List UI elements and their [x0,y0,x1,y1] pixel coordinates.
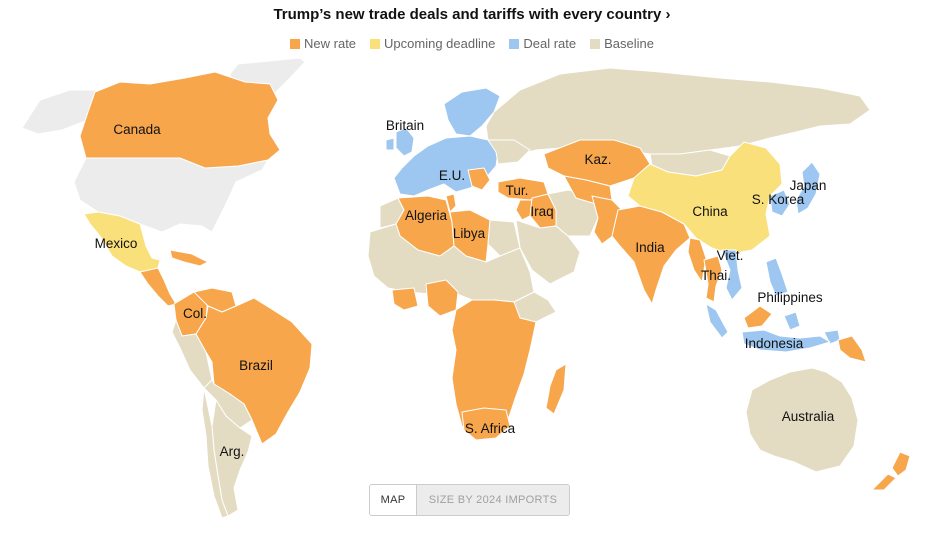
label-india: India [635,240,665,255]
label-china: China [692,204,728,219]
region-russia[interactable] [485,67,871,157]
label-vietnam: Viet. [717,248,744,263]
region-scandinavia[interactable] [443,87,501,137]
region-ireland[interactable] [385,137,395,151]
legend: New rate Upcoming deadline Deal rate Bas… [0,36,944,51]
region-caribbean[interactable] [169,249,209,267]
legend-label-new-rate: New rate [304,36,357,51]
region-china[interactable] [627,141,783,255]
legend-new-rate: New rate [290,36,356,51]
label-south-africa: S. Africa [465,421,516,436]
label-turkey: Tur. [506,183,529,198]
label-iraq: Iraq [530,204,553,219]
region-philippines[interactable] [765,257,789,297]
label-britain: Britain [386,118,424,133]
region-saudi-arabia[interactable] [515,219,581,285]
region-thailand[interactable] [703,255,723,303]
region-central-america[interactable] [139,267,177,307]
legend-swatch-upcoming-deadline [370,38,381,49]
region-chile[interactable] [201,387,229,519]
label-mexico: Mexico [95,236,138,251]
label-canada: Canada [113,122,161,137]
region-vietnam[interactable] [721,249,743,301]
legend-swatch-new-rate [290,38,301,49]
legend-label-baseline: Baseline [604,36,654,51]
map-view-button[interactable]: MAP [370,485,417,515]
region-canada[interactable] [79,71,281,169]
legend-label-deal-rate: Deal rate [523,36,577,51]
region-australia[interactable] [745,367,859,473]
region-south-africa[interactable] [461,407,511,441]
label-australia: Australia [782,409,835,424]
label-kazakhstan: Kaz. [584,152,611,167]
region-tunisia[interactable] [445,193,457,213]
region-west-africa[interactable] [391,287,419,311]
region-korea[interactable] [769,189,791,217]
legend-baseline: Baseline [590,36,654,51]
label-brazil: Brazil [239,358,273,373]
legend-upcoming-deadline: Upcoming deadline [370,36,495,51]
region-malaysia[interactable] [743,305,773,329]
region-ukraine[interactable] [487,139,531,165]
legend-deal-rate: Deal rate [509,36,576,51]
label-south-korea: S. Korea [752,192,805,207]
region-papua-new-guinea[interactable] [837,335,867,363]
region-new-zealand[interactable] [871,451,911,491]
label-libya: Libya [453,226,486,241]
region-indonesia[interactable] [705,303,841,353]
region-mexico[interactable] [83,211,161,273]
label-eu: E.U. [439,168,465,183]
legend-swatch-deal-rate [509,38,520,49]
region-japan[interactable] [795,161,821,215]
legend-label-upcoming-deadline: Upcoming deadline [384,36,496,51]
region-britain[interactable] [395,127,415,157]
view-toggle: MAP SIZE BY 2024 IMPORTS [369,484,570,516]
map-title-link[interactable]: Trump’s new trade deals and tariffs with… [273,6,671,23]
label-algeria: Algeria [405,208,448,223]
region-balkans[interactable] [467,167,491,191]
region-brazil[interactable] [195,297,313,445]
size-by-imports-button[interactable]: SIZE BY 2024 IMPORTS [417,485,569,515]
label-thailand: Thai. [701,268,731,283]
region-myanmar[interactable] [687,237,707,283]
legend-swatch-baseline [590,38,601,49]
region-madagascar[interactable] [545,363,567,415]
label-colombia: Col. [183,306,207,321]
label-indonesia: Indonesia [745,336,804,351]
label-japan: Japan [790,178,827,193]
region-syria[interactable] [515,199,535,221]
region-bolivia-paraguay[interactable] [203,379,253,429]
label-argentina: Arg. [220,444,245,459]
region-central-south-africa[interactable] [451,299,537,441]
label-philippines: Philippines [757,290,823,305]
